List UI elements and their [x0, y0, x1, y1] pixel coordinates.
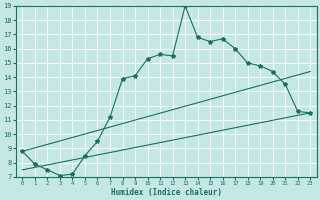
- X-axis label: Humidex (Indice chaleur): Humidex (Indice chaleur): [111, 188, 222, 197]
